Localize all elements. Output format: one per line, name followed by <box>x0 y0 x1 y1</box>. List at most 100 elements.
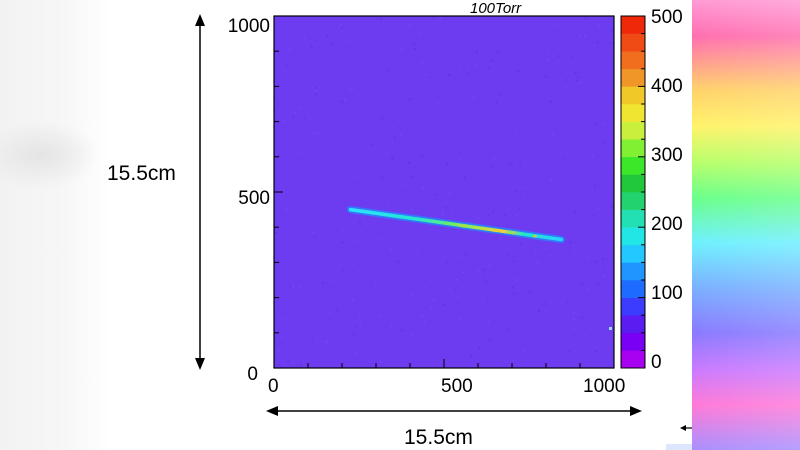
noise-pixel <box>485 280 488 283</box>
noise-pixel <box>462 271 465 274</box>
noise-pixel <box>519 164 522 166</box>
noise-pixel <box>517 70 520 73</box>
noise-pixel <box>357 270 360 273</box>
noise-pixel <box>285 209 288 211</box>
partial-arrow-fragment <box>680 425 692 431</box>
track-speckle <box>534 235 537 237</box>
noise-pixel <box>356 175 359 178</box>
noise-pixel <box>274 308 277 311</box>
noise-pixel <box>436 95 439 98</box>
noise-pixel <box>586 288 589 291</box>
noise-pixel <box>351 298 354 301</box>
axis-ticks <box>273 15 615 369</box>
noise-pixel <box>332 280 335 283</box>
noise-pixel <box>309 336 312 339</box>
noise-pixel <box>315 39 318 42</box>
noise-pixel <box>416 251 419 254</box>
noise-pixel <box>425 74 427 77</box>
noise-pixel <box>293 111 296 114</box>
noise-pixel <box>548 223 551 226</box>
colorbar-tick-label-400: 400 <box>651 76 683 97</box>
track-speckle <box>463 226 465 228</box>
noise-pixel <box>398 167 401 170</box>
noise-pixel <box>478 347 481 349</box>
noise-pixel <box>300 158 303 161</box>
noise-pixel <box>610 205 613 208</box>
noise-pixel <box>477 269 480 272</box>
noise-pixel <box>596 207 599 210</box>
colorbar-band <box>621 315 645 334</box>
noise-pixel <box>277 363 280 366</box>
track-speckle <box>464 225 467 227</box>
noise-pixel <box>491 165 494 168</box>
noise-pixel <box>513 292 516 295</box>
noise-pixel <box>484 273 487 276</box>
noise-pixel <box>578 81 581 84</box>
noise-pixel <box>331 43 334 46</box>
noise-pixel <box>497 51 500 54</box>
noise-pixel <box>291 285 294 288</box>
noise-pixel <box>325 339 328 342</box>
horizontal-dimension-label: 15.5cm <box>404 426 473 449</box>
noise-pixel <box>484 330 487 333</box>
noise-pixel <box>580 34 583 37</box>
colorbar-band <box>621 174 645 193</box>
noise-pixel <box>476 216 479 219</box>
y-tick-label-500: 500 <box>238 188 270 209</box>
noise-pixel <box>359 324 362 327</box>
noise-pixel <box>594 350 597 353</box>
noise-pixel <box>529 142 532 145</box>
noise-pixel <box>341 241 344 244</box>
colorbar-band <box>621 33 645 52</box>
colorbar-band <box>621 16 645 34</box>
noise-pixel <box>546 52 548 55</box>
noise-pixel <box>585 16 588 19</box>
colorbar-band <box>621 139 645 158</box>
noise-pixel <box>315 89 318 92</box>
noise-pixel <box>580 316 583 319</box>
noise-pixel <box>385 153 388 155</box>
colorbar-tick-label-100: 100 <box>651 283 683 304</box>
track-speckle <box>510 232 513 234</box>
noise-pixel <box>458 157 461 160</box>
colorbar-band <box>621 86 645 105</box>
noise-pixel <box>548 255 551 258</box>
noise-pixel <box>385 279 388 282</box>
colorbar-band <box>621 244 645 263</box>
noise-pixel <box>511 286 514 289</box>
noise-pixel <box>593 184 596 187</box>
noise-pixel <box>534 252 537 255</box>
noise-pixel <box>568 350 570 353</box>
noise-pixel <box>400 329 403 331</box>
noise-pixel <box>483 268 485 271</box>
noise-pixel <box>523 350 526 353</box>
track-speckle <box>507 231 510 233</box>
noise-pixel <box>515 190 518 193</box>
noise-pixel <box>442 211 445 214</box>
noise-pixel <box>408 98 411 101</box>
noise-pixel <box>310 45 313 48</box>
noise-pixel <box>435 193 438 196</box>
noise-pixel <box>473 97 476 99</box>
noise-pixel <box>470 354 472 357</box>
noise-pixel <box>486 300 489 303</box>
noise-pixel <box>512 359 515 362</box>
colorbar-tick-label-300: 300 <box>651 145 683 166</box>
noise-pixel <box>609 42 612 45</box>
noise-pixel <box>522 196 525 199</box>
noise-pixel <box>604 123 606 126</box>
noise-pixel <box>421 315 424 318</box>
colorbar-tick-label-200: 200 <box>651 214 683 235</box>
x-tick-label-1000: 1000 <box>583 376 625 397</box>
noise-pixel <box>341 26 343 29</box>
noise-pixel <box>277 102 280 105</box>
noise-pixel <box>610 29 613 32</box>
colorbar-band <box>621 51 645 70</box>
noise-pixel <box>317 131 320 134</box>
noise-pixel <box>326 34 329 37</box>
colorbar-ticks <box>638 15 645 369</box>
noise-pixel <box>374 282 377 284</box>
noise-pixel <box>519 242 522 245</box>
noise-pixel <box>492 210 495 213</box>
noise-pixel <box>421 61 424 64</box>
